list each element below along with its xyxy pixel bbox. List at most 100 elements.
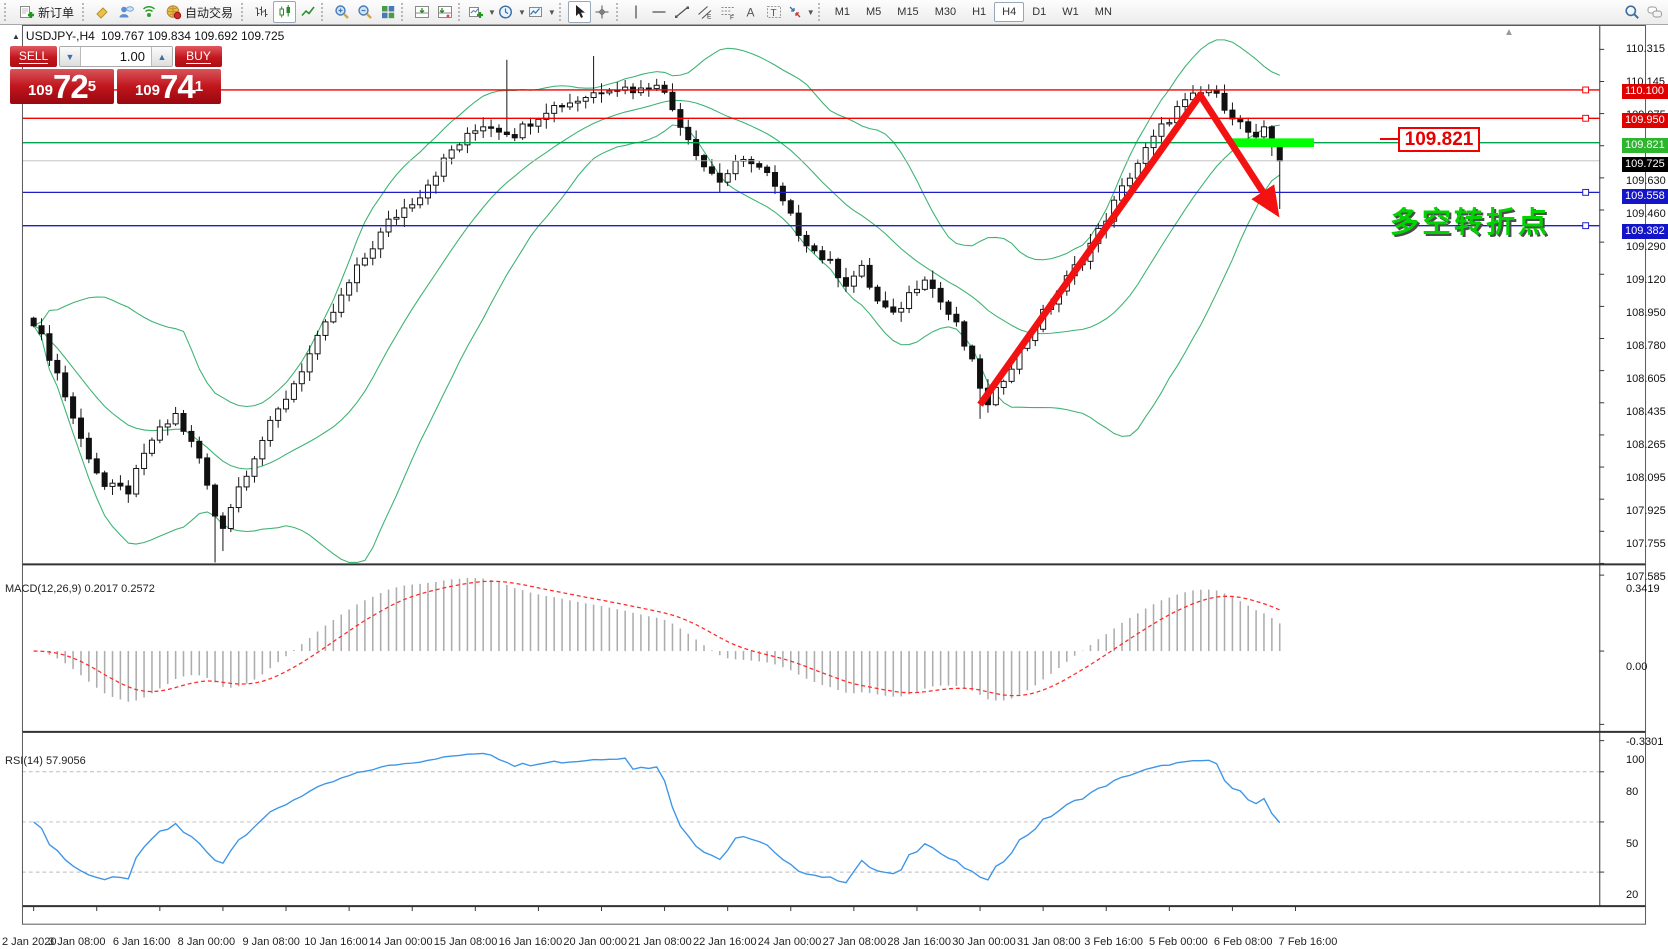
- toolbar-group-objects: ▼ ▼ ▼: [467, 0, 557, 24]
- autotrade-icon: [166, 5, 182, 20]
- signals-button[interactable]: [137, 1, 160, 23]
- toolbar-group-timeframes: M1 M5 M15 M30 H1 H4 D1 W1 MN: [827, 0, 1120, 24]
- channel-icon: E: [698, 6, 712, 21]
- text-label-button[interactable]: T: [763, 1, 786, 23]
- text-label-icon: T: [767, 6, 782, 19]
- text-icon: A: [747, 6, 755, 20]
- timeframe-d1-button[interactable]: D1: [1032, 6, 1047, 18]
- toolbar-group-zoom: [330, 0, 399, 24]
- text-button[interactable]: A: [740, 1, 763, 23]
- toolbar-group-chart-type: [250, 0, 319, 24]
- hline-handle[interactable]: [1582, 222, 1590, 230]
- bar-chart-button[interactable]: [250, 1, 273, 23]
- bar-chart-icon: [255, 6, 268, 17]
- dropdown-caret-icon: ▼: [517, 7, 526, 17]
- community-button[interactable]: [114, 1, 137, 23]
- toolbar-group-cursor: E F A T ▼: [567, 0, 816, 24]
- add-indicator-icon: [469, 7, 484, 18]
- timeframe-m5-button[interactable]: M5: [866, 6, 882, 18]
- fibonacci-button[interactable]: F: [717, 1, 740, 23]
- crosshair-icon: [595, 5, 609, 19]
- arrows-button[interactable]: ▼: [786, 1, 816, 23]
- vertical-line-icon: [635, 5, 637, 19]
- search-button[interactable]: [1620, 1, 1643, 23]
- zoom-in-button[interactable]: [330, 1, 353, 23]
- indicator-window-alt-icon: [437, 6, 452, 18]
- chat-icon: [1647, 6, 1662, 18]
- autotrade-label: 自动交易: [185, 5, 234, 20]
- chart-frame: [21, 25, 1647, 925]
- trend-arrow-annotation[interactable]: [977, 91, 1280, 407]
- chart-canvas[interactable]: [0, 25, 1668, 949]
- indicator-window-alt-button[interactable]: [433, 1, 456, 23]
- dropdown-caret-icon: ▼: [806, 7, 815, 17]
- zoom-out-button[interactable]: [353, 1, 376, 23]
- toolbar-grip: [458, 3, 464, 21]
- main-toolbar: 新订单 自动交易: [0, 0, 1668, 25]
- horizontal-line-icon: [652, 11, 666, 13]
- toolbar-grip: [615, 3, 622, 21]
- macd-histogram: [40, 578, 1281, 702]
- indicator-window-icon: [414, 6, 429, 18]
- hline-handle[interactable]: [1582, 86, 1590, 94]
- zoom-in-icon: [334, 5, 349, 19]
- layouts-button[interactable]: [91, 1, 114, 23]
- toolbar-grip: [401, 3, 407, 21]
- trendline-button[interactable]: [671, 1, 694, 23]
- candlestick-chart-button[interactable]: [273, 1, 297, 23]
- signals-icon: [142, 6, 155, 17]
- toolbar-grip: [4, 3, 10, 21]
- toolbar-group-indicator-windows: [410, 0, 456, 24]
- svg-text:A: A: [747, 6, 755, 20]
- trendline-icon: [675, 6, 690, 18]
- rsi-line: [33, 752, 1281, 884]
- hline-handle[interactable]: [1582, 188, 1590, 196]
- fibonacci-icon: F: [721, 7, 735, 21]
- tile-windows-button[interactable]: [376, 1, 399, 23]
- channel-button[interactable]: E: [694, 1, 717, 23]
- crosshair-button[interactable]: [591, 1, 614, 23]
- zoom-out-icon: [357, 5, 372, 19]
- cursor-icon: [576, 5, 586, 18]
- periods-button[interactable]: ▼: [497, 1, 527, 23]
- timeframe-h4-button[interactable]: H4: [994, 2, 1025, 22]
- dropdown-caret-icon: ▼: [547, 7, 556, 17]
- new-order-icon: [20, 6, 34, 18]
- timeframe-m15-button[interactable]: M15: [897, 6, 919, 18]
- timeframe-h1-button[interactable]: H1: [972, 6, 987, 18]
- timeframe-w1-button[interactable]: W1: [1062, 6, 1079, 18]
- add-indicator-button[interactable]: ▼: [467, 1, 497, 23]
- chart-window: ▲ USDJPY-,H4 109.767 109.834 109.692 109…: [0, 25, 1668, 949]
- community-icon: [119, 6, 134, 18]
- search-icon: [1624, 5, 1639, 19]
- autotrade-button[interactable]: 自动交易: [160, 1, 239, 23]
- toolbar-grip: [241, 3, 247, 21]
- arrows-icon: [789, 6, 801, 18]
- chat-button[interactable]: [1643, 1, 1666, 23]
- new-order-label: 新订单: [38, 5, 75, 20]
- timeframe-m1-button[interactable]: M1: [834, 6, 850, 18]
- template-icon: [528, 7, 542, 17]
- toolbar-grip: [82, 3, 88, 21]
- svg-text:E: E: [707, 14, 712, 21]
- new-order-button[interactable]: 新订单: [13, 1, 80, 23]
- toolbar-grip: [321, 3, 327, 21]
- support-bar-annotation[interactable]: [1232, 138, 1315, 148]
- cursor-button[interactable]: [567, 1, 591, 23]
- templates-button[interactable]: ▼: [527, 1, 557, 23]
- toolbar-grip: [558, 3, 565, 21]
- hline-handle[interactable]: [1582, 114, 1590, 122]
- vertical-line-button[interactable]: [625, 1, 648, 23]
- tile-windows-icon: [381, 6, 394, 19]
- bollinger-bands: [33, 39, 1281, 563]
- line-chart-icon: [300, 6, 315, 16]
- svg-text:F: F: [730, 15, 734, 21]
- timeframe-mn-button[interactable]: MN: [1094, 6, 1112, 18]
- dropdown-caret-icon: ▼: [488, 7, 496, 17]
- svg-text:T: T: [771, 8, 777, 19]
- layouts-icon: [95, 7, 108, 19]
- horizontal-line-button[interactable]: [648, 1, 671, 23]
- line-chart-button[interactable]: [296, 1, 319, 23]
- indicator-window-button[interactable]: [410, 1, 433, 23]
- timeframe-m30-button[interactable]: M30: [934, 6, 957, 18]
